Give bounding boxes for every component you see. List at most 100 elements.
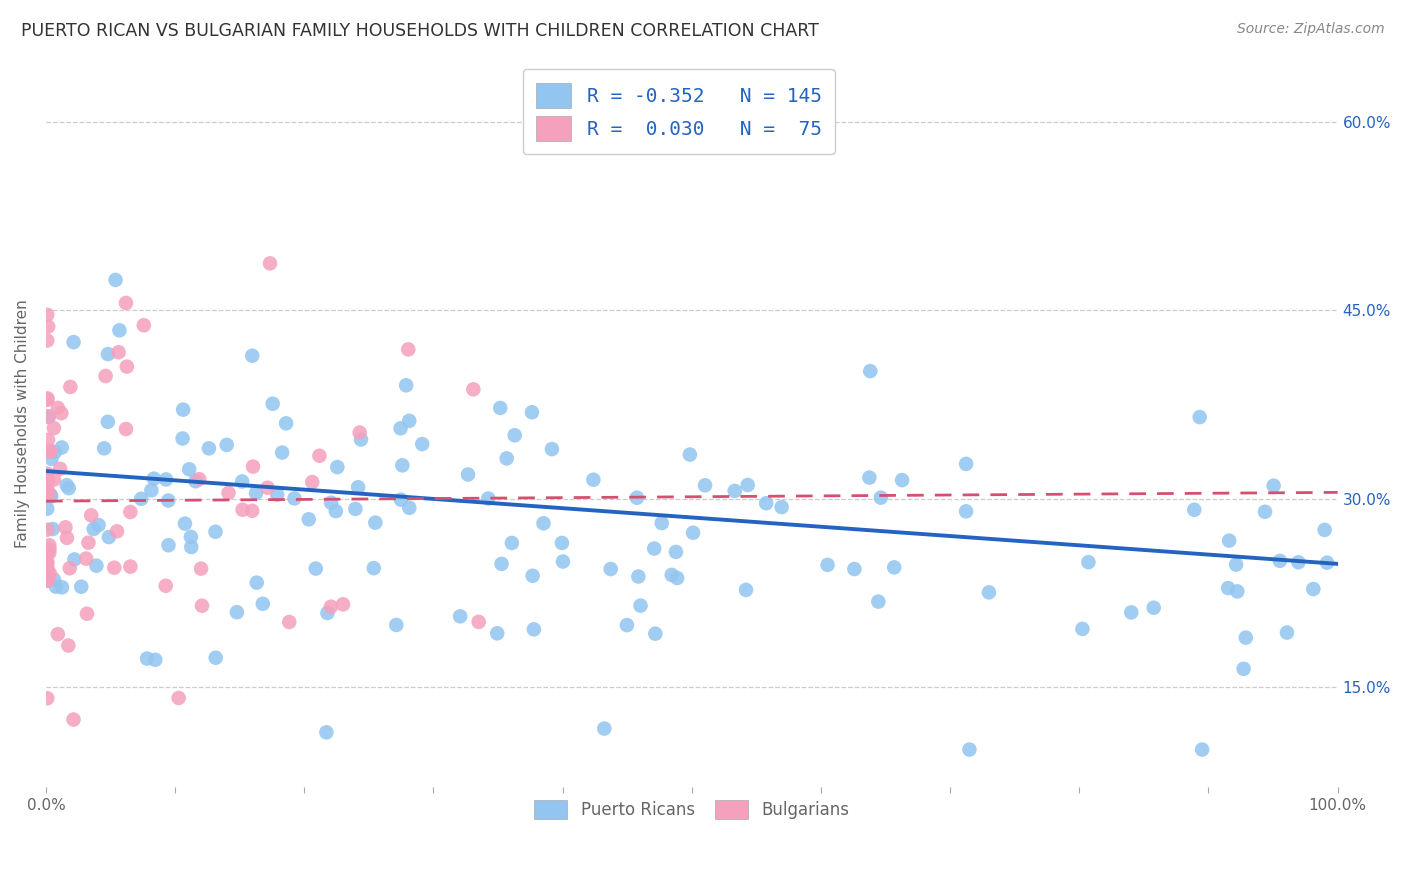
Point xyxy=(349,425,371,440)
Point xyxy=(501,536,523,550)
Point xyxy=(94,369,117,384)
Point xyxy=(391,458,413,473)
Point xyxy=(735,582,758,597)
Point xyxy=(350,433,373,447)
Point xyxy=(58,639,80,653)
Point xyxy=(38,546,60,560)
Point xyxy=(266,488,288,502)
Point xyxy=(93,442,115,456)
Point xyxy=(62,713,84,727)
Point xyxy=(522,569,544,583)
Point xyxy=(120,505,142,519)
Point xyxy=(105,524,128,539)
Point xyxy=(977,585,1000,599)
Point xyxy=(679,448,702,462)
Point xyxy=(75,551,97,566)
Point xyxy=(1233,662,1256,676)
Point xyxy=(770,500,793,514)
Point xyxy=(665,545,688,559)
Point xyxy=(398,414,420,428)
Point xyxy=(643,541,665,556)
Point xyxy=(651,516,673,530)
Point xyxy=(46,401,69,415)
Point xyxy=(184,474,207,488)
Point xyxy=(37,484,59,499)
Point xyxy=(242,459,264,474)
Point xyxy=(42,421,65,435)
Point xyxy=(218,486,240,500)
Point xyxy=(1313,523,1336,537)
Point xyxy=(630,599,652,613)
Point xyxy=(593,722,616,736)
Point xyxy=(62,335,84,350)
Point xyxy=(204,524,226,539)
Point xyxy=(180,530,202,544)
Point xyxy=(136,651,159,665)
Point xyxy=(87,518,110,533)
Point xyxy=(37,561,59,575)
Point xyxy=(449,609,471,624)
Text: Source: ZipAtlas.com: Source: ZipAtlas.com xyxy=(1237,22,1385,37)
Point xyxy=(59,380,82,394)
Point xyxy=(489,401,512,415)
Point xyxy=(859,364,882,378)
Point xyxy=(246,575,269,590)
Point xyxy=(107,345,129,359)
Point xyxy=(240,349,263,363)
Point xyxy=(225,605,247,619)
Point xyxy=(245,486,267,500)
Point xyxy=(259,256,281,270)
Point xyxy=(666,571,689,585)
Point xyxy=(364,516,387,530)
Point xyxy=(42,473,65,487)
Point xyxy=(104,273,127,287)
Point xyxy=(1234,631,1257,645)
Point xyxy=(188,472,211,486)
Point xyxy=(37,501,59,516)
Point xyxy=(80,508,103,523)
Point xyxy=(301,475,323,489)
Point xyxy=(190,561,212,575)
Point xyxy=(37,473,59,487)
Point xyxy=(477,491,499,506)
Point xyxy=(37,523,59,537)
Point xyxy=(495,451,517,466)
Point xyxy=(262,397,284,411)
Point xyxy=(1275,625,1298,640)
Point xyxy=(51,580,73,594)
Point xyxy=(38,538,60,552)
Point xyxy=(46,627,69,641)
Point xyxy=(167,690,190,705)
Point xyxy=(389,421,412,435)
Point xyxy=(395,378,418,392)
Point xyxy=(486,626,509,640)
Point xyxy=(37,485,59,500)
Point xyxy=(44,445,66,459)
Legend: Puerto Ricans, Bulgarians: Puerto Ricans, Bulgarians xyxy=(527,794,856,826)
Point xyxy=(283,491,305,506)
Point xyxy=(142,472,165,486)
Point xyxy=(626,491,648,505)
Point xyxy=(120,559,142,574)
Point xyxy=(858,470,880,484)
Point xyxy=(38,541,60,556)
Point xyxy=(38,410,60,425)
Point xyxy=(682,525,704,540)
Point xyxy=(1218,533,1240,548)
Point xyxy=(551,536,574,550)
Point xyxy=(503,428,526,442)
Point xyxy=(204,650,226,665)
Point xyxy=(693,478,716,492)
Point xyxy=(389,492,412,507)
Point xyxy=(232,502,254,516)
Point xyxy=(39,566,62,581)
Point xyxy=(541,442,564,456)
Point xyxy=(325,504,347,518)
Point xyxy=(582,473,605,487)
Point xyxy=(271,445,294,459)
Point xyxy=(332,598,354,612)
Point xyxy=(49,462,72,476)
Point xyxy=(157,538,180,552)
Point xyxy=(1216,581,1239,595)
Point xyxy=(252,597,274,611)
